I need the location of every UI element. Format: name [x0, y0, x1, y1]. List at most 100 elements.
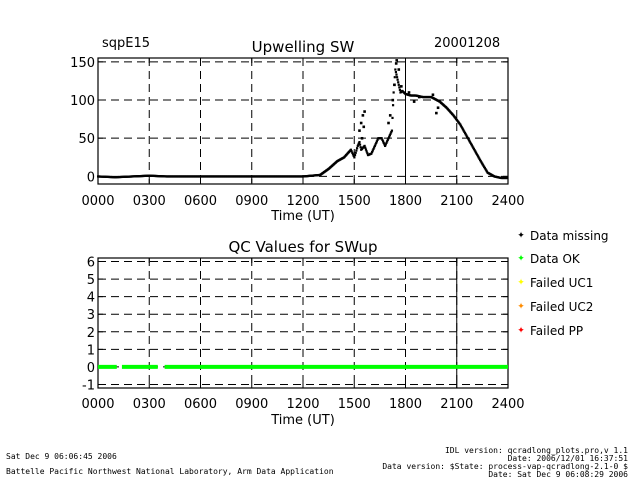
legend-item-data-ok: ✦ Data OK	[514, 252, 580, 266]
chart-title: QC Values for SWup	[228, 238, 377, 256]
data-point	[471, 145, 474, 148]
data-point	[359, 146, 362, 149]
footer-idl-version: IDL version: qcradlong_plots.pro,v 1.1	[444, 446, 628, 455]
data-point	[356, 144, 359, 148]
data-point	[372, 147, 375, 151]
data-point	[390, 129, 394, 132]
x-tick-label: 0600	[184, 397, 217, 412]
x-tick-label: 0000	[81, 397, 114, 412]
footer-data-version: Data version: $State: process-vap-qcradl…	[382, 462, 628, 471]
data-point	[473, 149, 476, 152]
data-point	[375, 141, 378, 144]
data-point	[358, 141, 361, 144]
x-tick-label: 0300	[133, 397, 166, 412]
x-tick-label: 0900	[235, 397, 268, 412]
data-point	[364, 148, 368, 151]
data-point	[360, 136, 364, 140]
data-point	[431, 93, 435, 97]
x-tick-label: 0000	[81, 194, 114, 209]
data-point	[483, 166, 486, 170]
data-point	[468, 139, 471, 142]
data-point	[362, 125, 366, 129]
plot-frame	[97, 257, 509, 389]
footer-timestamp: Sat Dec 9 06:06:45 2006	[6, 452, 117, 461]
data-point	[479, 160, 482, 163]
data-point	[436, 106, 440, 110]
data-point	[412, 100, 416, 103]
data-point	[361, 114, 365, 117]
data-point	[391, 104, 395, 107]
data-point	[358, 129, 361, 132]
y-tick-label: 5	[87, 273, 95, 288]
x-tick-label: 1200	[286, 397, 319, 412]
data-point	[485, 169, 488, 172]
data-point	[357, 142, 361, 145]
data-point	[386, 140, 389, 143]
data-point	[354, 151, 357, 154]
data-point	[355, 149, 358, 152]
x-tick-label: 2400	[491, 397, 524, 412]
data-point	[459, 123, 462, 126]
footer-data-date: Date: Sat Dec 9 06:08:29 2006	[488, 470, 628, 479]
data-series-upwelling-sw	[97, 59, 509, 180]
data-point	[388, 134, 391, 137]
data-point	[397, 83, 400, 86]
data-point	[374, 143, 377, 146]
data-point	[483, 165, 486, 169]
x-tick-label: 1200	[286, 194, 319, 209]
data-point	[461, 127, 464, 130]
data-point	[364, 146, 367, 149]
data-point	[371, 149, 374, 152]
y-tick-label: 100	[70, 94, 95, 109]
legend-marker-data-ok: ✦	[517, 254, 525, 264]
data-point	[351, 153, 355, 156]
data-point	[467, 138, 470, 141]
data-point	[375, 140, 378, 143]
data-point	[353, 156, 356, 159]
data-point	[384, 144, 387, 148]
data-point	[407, 91, 411, 94]
legend-item-failed-uc1: ✦ Failed UC1	[514, 276, 593, 290]
data-point	[417, 95, 421, 99]
data-point	[363, 110, 366, 113]
data-point	[506, 176, 509, 180]
qc-values-plot: QC Values for SWup 0000 0300 0600 0900 1200 15…	[81, 238, 524, 428]
data-point	[373, 144, 376, 148]
data-point	[390, 131, 393, 134]
plot-frame	[97, 57, 509, 185]
footer-organization: Battelle Pacific Northwest National Labo…	[6, 467, 334, 476]
data-point	[465, 134, 468, 137]
legend-marker-failed-uc1: ✦	[517, 278, 525, 288]
data-point	[388, 135, 391, 138]
data-point	[386, 138, 389, 141]
data-point	[478, 158, 482, 162]
data-point	[365, 150, 368, 153]
data-point	[381, 140, 385, 143]
data-point	[363, 144, 366, 148]
data-point	[394, 68, 397, 71]
data-point	[381, 138, 384, 141]
chart-title: Upwelling SW	[252, 38, 355, 56]
data-point	[481, 162, 484, 165]
data-point	[484, 168, 487, 171]
x-tick-label: 0300	[133, 194, 166, 209]
data-point	[464, 133, 467, 136]
data-point	[395, 59, 399, 62]
y-tick-label: 4	[87, 291, 95, 306]
data-point	[476, 155, 480, 158]
data-point	[389, 132, 392, 135]
y-tick-label: 0	[87, 170, 95, 185]
data-point	[376, 138, 379, 141]
data-point	[383, 143, 386, 146]
legend-label-failed-pp: Failed PP	[530, 324, 584, 338]
data-point	[384, 143, 387, 146]
y-tick-label: 0	[87, 361, 95, 376]
data-point	[463, 130, 466, 133]
data-point	[395, 76, 399, 79]
data-point	[468, 140, 471, 143]
data-point	[393, 76, 396, 79]
data-point	[482, 164, 485, 167]
legend-item-data-missing: ✦ Data missing	[514, 229, 608, 243]
x-tick-label: 1500	[338, 397, 371, 412]
